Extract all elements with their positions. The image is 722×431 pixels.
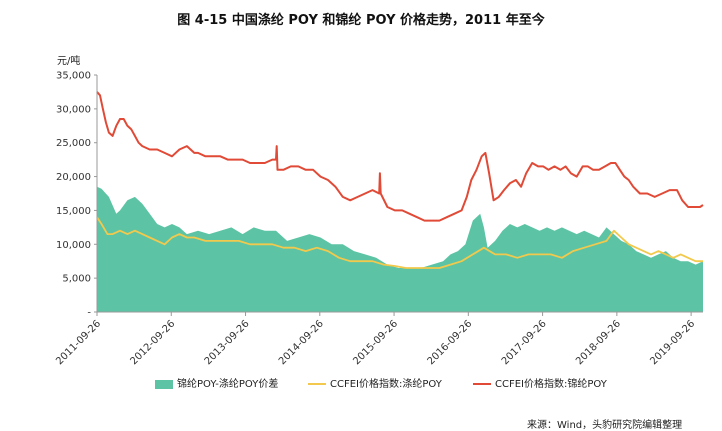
legend-swatch-nylon bbox=[473, 383, 491, 385]
y-tick-label: 20,000 bbox=[56, 172, 91, 183]
x-tick-label: 2018-09-26 bbox=[574, 318, 623, 367]
chart-title: 图 4-15 中国涤纶 POY 和锦纶 POY 价格走势，2011 年至今 bbox=[177, 13, 545, 28]
y-tick-labels: - 5,000 10,000 15,000 20,000 25,000 30,000 35,0… bbox=[56, 71, 91, 319]
x-tick-label: 2012-09-26 bbox=[129, 318, 178, 367]
series-spread-area bbox=[97, 186, 703, 312]
y-tick-label: - bbox=[87, 308, 91, 319]
axes bbox=[94, 74, 703, 316]
legend-item-nylon: CCFEI价格指数:锦纶POY bbox=[473, 375, 607, 390]
x-tick-labels: 2011-09-26 2012-09-26 2013-09-26 2014-09-26… bbox=[54, 318, 697, 367]
legend-item-polyester: CCFEI价格指数:涤纶POY bbox=[308, 375, 442, 390]
y-tick-label: 5,000 bbox=[62, 274, 91, 285]
source-note: 来源：Wind，头豹研究院编辑整理 bbox=[527, 420, 683, 431]
series-layer bbox=[96, 91, 704, 312]
y-tick-label: 25,000 bbox=[56, 138, 91, 149]
x-tick-label: 2013-09-26 bbox=[203, 318, 252, 367]
series-polyester-poy-line bbox=[96, 216, 703, 269]
x-tick-label: 2014-09-26 bbox=[277, 318, 326, 367]
y-tick-label: 35,000 bbox=[56, 71, 91, 82]
legend-swatch-spread bbox=[155, 379, 173, 389]
x-tick-label: 2015-09-26 bbox=[351, 318, 400, 367]
x-tick-label: 2017-09-26 bbox=[500, 318, 549, 367]
legend-label-polyester: CCFEI价格指数:涤纶POY bbox=[330, 379, 442, 390]
y-axis-unit: 元/吨 bbox=[57, 56, 81, 67]
legend-label-nylon: CCFEI价格指数:锦纶POY bbox=[495, 379, 607, 390]
legend-swatch-polyester bbox=[308, 383, 326, 385]
x-tick-label: 2011-09-26 bbox=[54, 318, 103, 367]
y-tick-label: 15,000 bbox=[56, 206, 91, 217]
legend-item-spread: 锦纶POY-涤纶POY价差 bbox=[155, 375, 278, 390]
legend-label-spread: 锦纶POY-涤纶POY价差 bbox=[177, 379, 279, 390]
y-tick-label: 10,000 bbox=[56, 240, 91, 251]
y-tick-label: 30,000 bbox=[56, 104, 91, 115]
series-nylon-poy-line bbox=[96, 91, 704, 222]
x-tick-label: 2019-09-26 bbox=[648, 318, 697, 367]
x-tick-label: 2016-09-26 bbox=[426, 318, 475, 367]
